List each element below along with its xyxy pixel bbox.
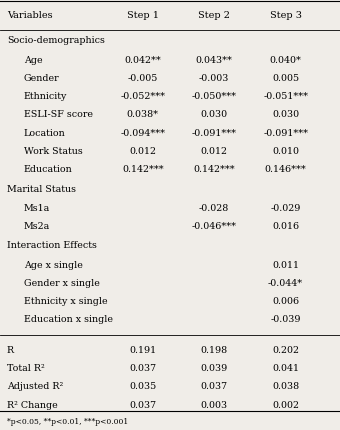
Text: 0.037: 0.037: [129, 400, 156, 409]
Text: Marital Status: Marital Status: [7, 184, 76, 194]
Text: 0.011: 0.011: [272, 261, 299, 270]
Text: Education: Education: [24, 165, 72, 174]
Text: Interaction Effects: Interaction Effects: [7, 241, 97, 250]
Text: Location: Location: [24, 129, 66, 138]
Text: R² Change: R² Change: [7, 400, 57, 409]
Text: Total R²: Total R²: [7, 364, 45, 373]
Text: 0.040*: 0.040*: [270, 56, 302, 64]
Text: 0.005: 0.005: [272, 74, 299, 83]
Text: 0.030: 0.030: [201, 111, 228, 120]
Text: -0.091***: -0.091***: [192, 129, 237, 138]
Text: 0.042**: 0.042**: [124, 56, 161, 64]
Text: 0.002: 0.002: [272, 400, 299, 409]
Text: 0.041: 0.041: [272, 364, 299, 373]
Text: -0.046***: -0.046***: [192, 222, 237, 231]
Text: -0.028: -0.028: [199, 204, 229, 213]
Text: 0.039: 0.039: [201, 364, 228, 373]
Text: Step 3: Step 3: [270, 11, 302, 20]
Text: Step 1: Step 1: [127, 11, 159, 20]
Text: Age: Age: [24, 56, 42, 64]
Text: 0.030: 0.030: [272, 111, 299, 120]
Text: -0.052***: -0.052***: [120, 92, 165, 101]
Text: 0.010: 0.010: [272, 147, 299, 156]
Text: 0.191: 0.191: [129, 346, 156, 355]
Text: 0.038: 0.038: [272, 382, 299, 391]
Text: 0.012: 0.012: [129, 147, 156, 156]
Text: Variables: Variables: [7, 11, 52, 20]
Text: 0.198: 0.198: [201, 346, 228, 355]
Text: -0.094***: -0.094***: [120, 129, 165, 138]
Text: Ethnicity x single: Ethnicity x single: [24, 297, 107, 306]
Text: 0.037: 0.037: [201, 382, 228, 391]
Text: ESLI-SF score: ESLI-SF score: [24, 111, 93, 120]
Text: R: R: [7, 346, 14, 355]
Text: 0.043**: 0.043**: [196, 56, 233, 64]
Text: Step 2: Step 2: [198, 11, 230, 20]
Text: -0.050***: -0.050***: [192, 92, 237, 101]
Text: -0.029: -0.029: [270, 204, 301, 213]
Text: 0.003: 0.003: [201, 400, 228, 409]
Text: 0.142***: 0.142***: [193, 165, 235, 174]
Text: -0.091***: -0.091***: [263, 129, 308, 138]
Text: -0.005: -0.005: [128, 74, 158, 83]
Text: Age x single: Age x single: [24, 261, 83, 270]
Text: -0.003: -0.003: [199, 74, 230, 83]
Text: 0.202: 0.202: [272, 346, 299, 355]
Text: -0.044*: -0.044*: [268, 279, 303, 288]
Text: 0.016: 0.016: [272, 222, 299, 231]
Text: Ms1a: Ms1a: [24, 204, 50, 213]
Text: 0.146***: 0.146***: [265, 165, 306, 174]
Text: Ethnicity: Ethnicity: [24, 92, 67, 101]
Text: -0.051***: -0.051***: [263, 92, 308, 101]
Text: Adjusted R²: Adjusted R²: [7, 382, 63, 391]
Text: 0.006: 0.006: [272, 297, 299, 306]
Text: 0.037: 0.037: [129, 364, 156, 373]
Text: Gender x single: Gender x single: [24, 279, 100, 288]
Text: -0.039: -0.039: [270, 315, 301, 324]
Text: Education x single: Education x single: [24, 315, 113, 324]
Text: *p<0.05, **p<0.01, ***p<0.001: *p<0.05, **p<0.01, ***p<0.001: [7, 418, 128, 426]
Text: Gender: Gender: [24, 74, 60, 83]
Text: Ms2a: Ms2a: [24, 222, 50, 231]
Text: Work Status: Work Status: [24, 147, 83, 156]
Text: 0.142***: 0.142***: [122, 165, 164, 174]
Text: Socio-demographics: Socio-demographics: [7, 37, 105, 46]
Text: 0.038*: 0.038*: [127, 111, 159, 120]
Text: 0.012: 0.012: [201, 147, 228, 156]
Text: 0.035: 0.035: [129, 382, 156, 391]
